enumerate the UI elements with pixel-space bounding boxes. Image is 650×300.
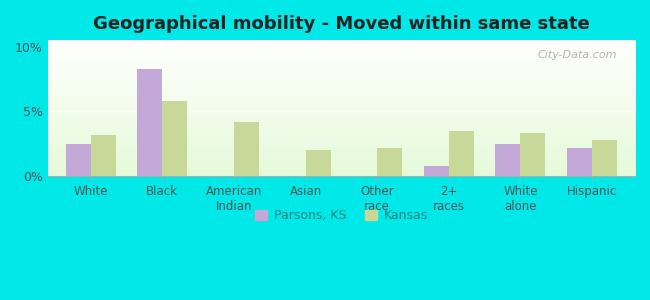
Bar: [567, 148, 592, 176]
Title: Geographical mobility - Moved within same state: Geographical mobility - Moved within sam…: [93, 15, 590, 33]
Bar: [521, 134, 545, 176]
Bar: [306, 150, 331, 176]
Text: City-Data.com: City-Data.com: [538, 50, 617, 60]
Bar: [448, 131, 474, 176]
Bar: [137, 69, 162, 176]
Bar: [495, 144, 521, 176]
Bar: [162, 101, 187, 176]
Bar: [91, 135, 116, 176]
Bar: [66, 144, 91, 176]
Bar: [377, 148, 402, 176]
Bar: [234, 122, 259, 176]
Legend: Parsons, KS, Kansas: Parsons, KS, Kansas: [250, 204, 433, 227]
Bar: [424, 166, 448, 176]
Bar: [592, 140, 617, 176]
